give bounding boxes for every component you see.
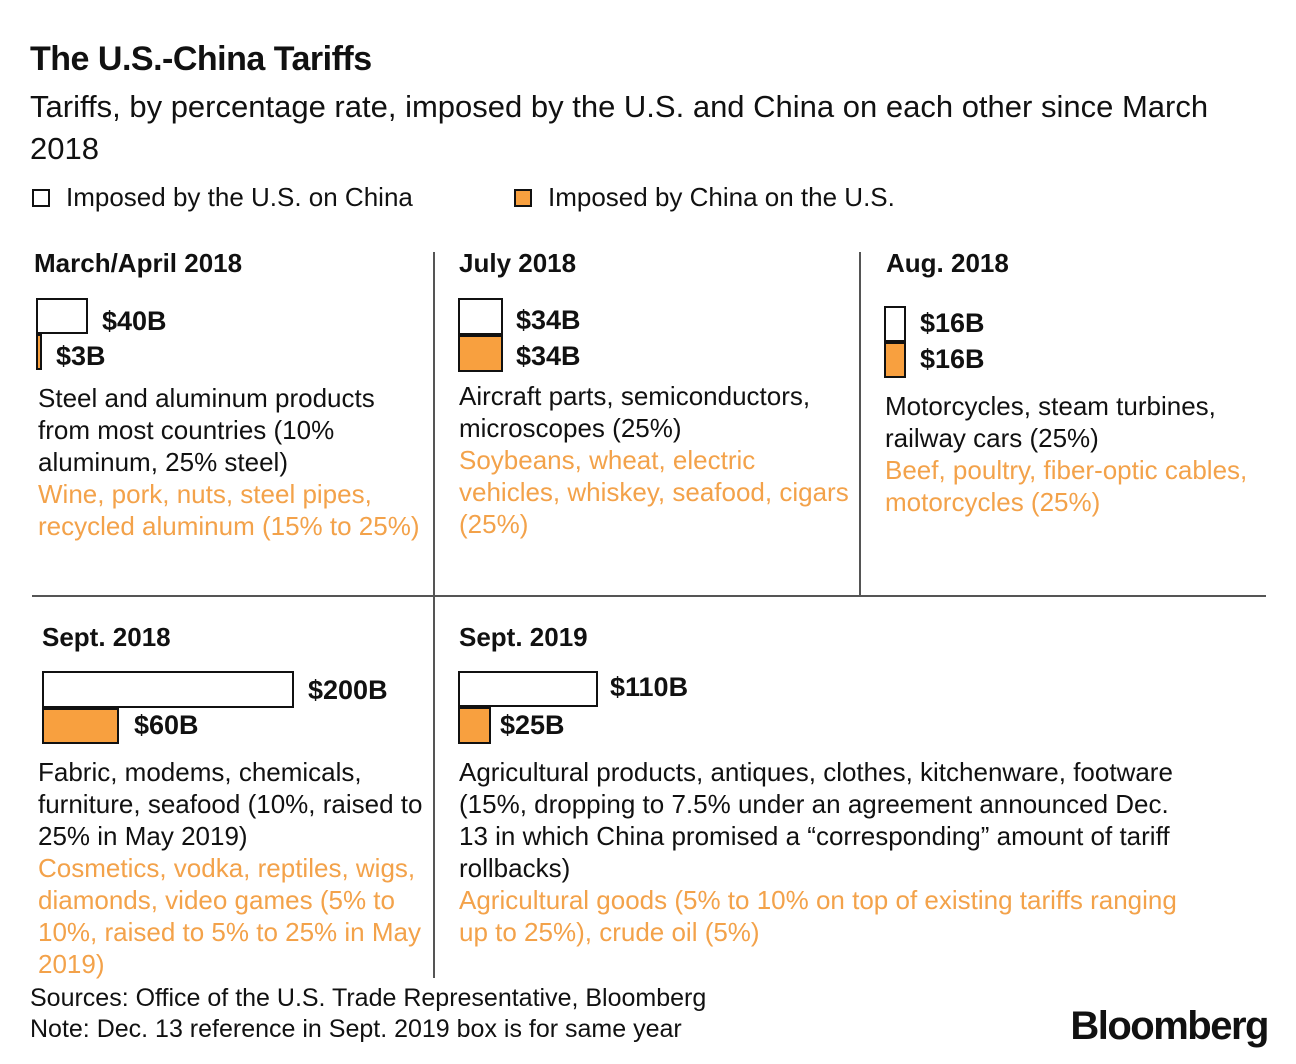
divider-vertical-1 [433,252,435,596]
bar-us [458,671,598,707]
bar-china [458,335,503,372]
panel-title: July 2018 [459,248,577,278]
chart-title: The U.S.-China Tariffs [30,40,372,78]
panel-description: Fabric, modems, chemicals, furniture, se… [38,756,428,980]
china-description: Cosmetics, vodka, reptiles, wigs, diamon… [38,853,421,979]
bar-china-label: $25B [500,710,565,740]
divider-vertical-3 [433,596,435,978]
panel-description: Aircraft parts, semiconductors, microsco… [459,380,849,540]
us-description: Aircraft parts, semiconductors, microsco… [459,381,811,443]
bloomberg-logo: Bloomberg [1070,1004,1269,1048]
bar-china-label: $34B [516,341,581,371]
panel-title: March/April 2018 [34,248,243,278]
panel-description: Steel and aluminum products from most co… [38,382,428,542]
bar-china-label: $3B [56,341,106,371]
china-description: Beef, poultry, fiber-optic cables, motor… [885,455,1248,517]
panel-description: Motorcycles, steam turbines, railway car… [885,390,1265,518]
sources-note: Sources: Office of the U.S. Trade Repres… [30,984,707,1012]
divider-horizontal [32,595,1266,597]
china-description: Agricultural goods (5% to 10% on top of … [459,885,1177,947]
us-description: Steel and aluminum products from most co… [38,383,375,477]
legend-china: Imposed by China on the U.S. [514,182,895,213]
legend-china-label: Imposed by China on the U.S. [548,182,895,212]
bar-us-label: $34B [516,305,581,335]
china-description: Wine, pork, nuts, steel pipes, recycled … [38,479,420,541]
bar-china-label: $16B [920,344,985,374]
china-description: Soybeans, wheat, electric vehicles, whis… [459,445,849,539]
bar-us [36,298,88,334]
bar-china [36,334,42,370]
bar-china [458,707,492,744]
bar-us [42,671,294,708]
legend-us-label: Imposed by the U.S. on China [66,182,413,212]
us-description: Agricultural products, antiques, clothes… [459,757,1173,883]
bar-china [42,708,119,744]
panel-title: Sept. 2018 [42,622,171,652]
divider-vertical-2 [859,252,861,596]
legend-us-swatch [32,188,50,207]
bar-us-label: $110B [610,672,689,702]
legend-china-swatch [514,188,532,207]
bar-china-label: $60B [134,710,199,740]
us-description: Motorcycles, steam turbines, railway car… [885,391,1216,453]
bar-us-label: $40B [102,306,167,336]
chart-subtitle: Tariffs, by percentage rate, imposed by … [30,89,1209,166]
bar-us-label: $16B [920,308,985,338]
bar-china [884,342,906,378]
bar-us [458,298,503,335]
footnote: Note: Dec. 13 reference in Sept. 2019 bo… [30,1015,682,1043]
bar-us-label: $200B [308,675,388,705]
legend-us: Imposed by the U.S. on China [32,182,413,213]
us-description: Fabric, modems, chemicals, furniture, se… [38,757,423,851]
panel-title: Sept. 2019 [459,622,588,652]
panel-title: Aug. 2018 [886,248,1009,278]
bar-us [884,306,906,342]
panel-description: Agricultural products, antiques, clothes… [459,756,1179,948]
